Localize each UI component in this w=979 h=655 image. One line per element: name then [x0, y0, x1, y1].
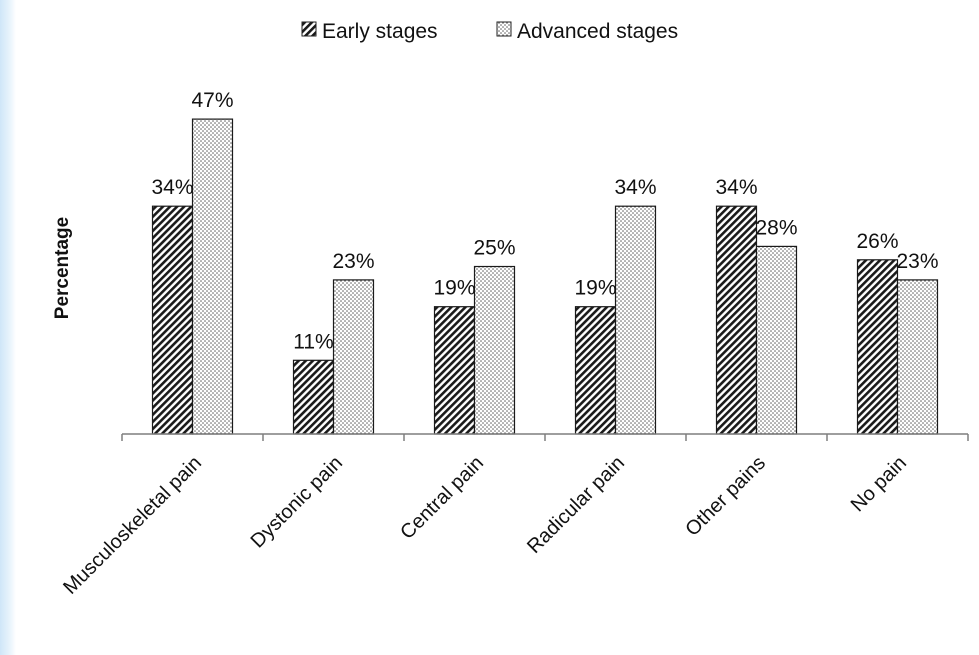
category-label-no-pain: No pain — [847, 452, 911, 516]
y-axis-label: Percentage — [52, 217, 73, 319]
bar-early-stages-no-pain — [856, 259, 899, 435]
data-label-early-stages-central-pain: 19% — [433, 277, 475, 300]
category-label-musculoskeletal-pain: Musculoskeletal pain — [59, 452, 206, 599]
bar-advanced-stages-other-pains — [755, 245, 798, 435]
category-label-other-pains: Other pains — [681, 452, 770, 541]
data-label-early-stages-no-pain: 26% — [856, 230, 898, 253]
data-label-advanced-stages-radicular-pain: 34% — [614, 176, 656, 199]
legend-label-early-stages: Early stages — [322, 20, 438, 43]
bar-early-stages-central-pain — [433, 306, 476, 435]
data-label-early-stages-dystonic-pain: 11% — [293, 330, 333, 353]
bar-advanced-stages-radicular-pain — [614, 205, 657, 435]
data-label-early-stages-musculoskeletal-pain: 34% — [151, 176, 193, 199]
bar-early-stages-musculoskeletal-pain — [151, 205, 194, 435]
data-label-advanced-stages-musculoskeletal-pain: 47% — [191, 89, 233, 112]
category-labels-group: Musculoskeletal pain Dystonic pain Central… — [59, 452, 911, 599]
category-label-dystonic-pain: Dystonic pain — [247, 452, 347, 552]
x-axis-ticks — [121, 434, 969, 441]
legend-swatch-advanced-stages — [496, 21, 512, 37]
bar-advanced-stages-musculoskeletal-pain — [191, 118, 234, 435]
data-label-advanced-stages-dystonic-pain: 23% — [332, 250, 374, 273]
data-label-early-stages-radicular-pain: 19% — [574, 277, 616, 300]
bar-advanced-stages-no-pain — [896, 279, 939, 435]
data-label-advanced-stages-central-pain: 25% — [473, 237, 515, 260]
legend-label-advanced-stages: Advanced stages — [517, 20, 678, 43]
bars-group — [151, 118, 939, 435]
legend-swatch-early-stages — [301, 21, 317, 37]
bar-early-stages-radicular-pain — [574, 306, 617, 435]
bar-advanced-stages-dystonic-pain — [332, 279, 375, 435]
bar-early-stages-dystonic-pain — [292, 359, 335, 435]
bar-advanced-stages-central-pain — [473, 265, 516, 435]
data-label-advanced-stages-other-pains: 28% — [755, 216, 797, 239]
data-label-early-stages-other-pains: 34% — [715, 176, 757, 199]
value-labels-group: 34%47%11%23%19%25%19%34% 34%28%26%23% — [151, 89, 938, 353]
category-label-radicular-pain: Radicular pain — [523, 452, 629, 558]
category-label-central-pain: Central pain — [396, 452, 488, 544]
legend: Early stages Advanced stages — [301, 20, 678, 43]
bar-early-stages-other-pains — [715, 205, 758, 435]
data-label-advanced-stages-no-pain: 23% — [896, 250, 938, 273]
